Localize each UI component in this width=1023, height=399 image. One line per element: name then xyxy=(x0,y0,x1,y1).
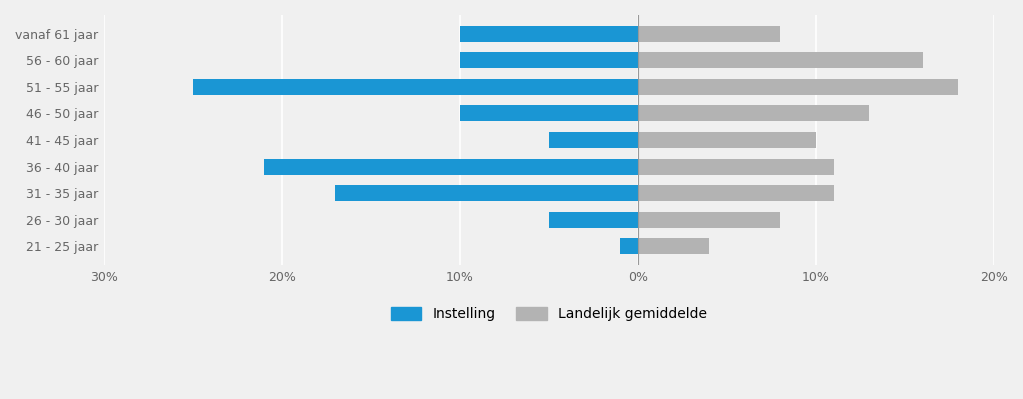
Bar xyxy=(638,185,834,201)
Legend: Instelling, Landelijk gemiddelde: Instelling, Landelijk gemiddelde xyxy=(384,300,714,328)
Bar xyxy=(264,159,638,175)
Bar xyxy=(638,26,781,41)
Bar xyxy=(638,79,959,95)
Bar xyxy=(638,132,816,148)
Bar xyxy=(192,79,638,95)
Bar xyxy=(459,105,638,121)
Bar xyxy=(549,212,638,228)
Bar xyxy=(549,132,638,148)
Bar xyxy=(638,159,834,175)
Bar xyxy=(336,185,638,201)
Bar xyxy=(638,105,870,121)
Bar xyxy=(638,212,781,228)
Bar xyxy=(620,239,638,255)
Bar xyxy=(638,52,923,68)
Bar xyxy=(459,26,638,41)
Bar xyxy=(638,239,709,255)
Bar xyxy=(459,52,638,68)
